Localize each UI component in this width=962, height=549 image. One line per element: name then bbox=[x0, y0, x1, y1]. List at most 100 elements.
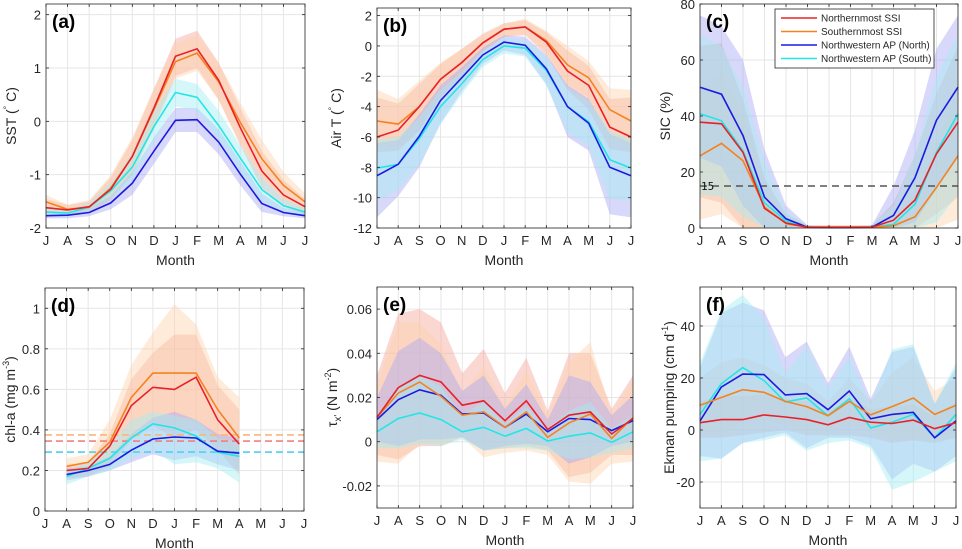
x-tick-label: J bbox=[953, 513, 960, 528]
y-tick-label: -1 bbox=[29, 168, 41, 183]
series-lines bbox=[699, 366, 957, 439]
band-southernmost-ssi bbox=[377, 18, 631, 147]
y-tick-label: 0.2 bbox=[22, 463, 40, 478]
x-tick-label: A bbox=[235, 516, 244, 531]
line-northernmost-ssi bbox=[699, 414, 957, 430]
series-lines bbox=[376, 26, 632, 177]
legend-entry: Northwestern AP (South) bbox=[821, 54, 931, 65]
band-northwestern-ap-north bbox=[377, 337, 633, 464]
x-tick-label: A bbox=[888, 513, 897, 528]
panel-label: (d) bbox=[51, 296, 75, 317]
band-northwestern-ap-north bbox=[46, 108, 305, 219]
x-tick-label: A bbox=[717, 513, 726, 528]
line-northernmost-ssi bbox=[376, 26, 632, 138]
x-tick-label: J bbox=[933, 233, 940, 248]
y-tick-label: 0 bbox=[365, 39, 372, 54]
x-tick-label: S bbox=[415, 513, 424, 528]
grid bbox=[377, 287, 633, 508]
x-axis-label: Month bbox=[485, 252, 524, 268]
x-tick-label: J bbox=[42, 516, 49, 531]
x-tick-label: D bbox=[149, 233, 158, 248]
band-northwestern-ap-north bbox=[700, 15, 958, 228]
x-tick-label: D bbox=[148, 516, 157, 531]
y-tick-label: 2 bbox=[34, 8, 41, 23]
x-tick-label: J bbox=[374, 233, 381, 248]
x-tick-label: O bbox=[759, 513, 769, 528]
x-axis-label: Month bbox=[810, 252, 849, 268]
x-tick-label: M bbox=[541, 233, 552, 248]
line-northwestern-ap-south bbox=[376, 412, 634, 444]
x-tick-label: J bbox=[955, 233, 962, 248]
line-northwestern-ap-north bbox=[376, 41, 632, 177]
y-tick-label: -0.02 bbox=[342, 479, 372, 494]
band-northernmost-ssi bbox=[46, 30, 305, 215]
line-southernmost-ssi bbox=[66, 372, 240, 468]
x-tick-label: J bbox=[697, 233, 704, 248]
legend: Northernmost SSI Southernmost SSI Northwes… bbox=[774, 8, 935, 69]
band-southernmost-ssi bbox=[377, 322, 633, 484]
x-tick-label: O bbox=[106, 233, 116, 248]
y-axis-label: Air T (° C) bbox=[327, 88, 344, 148]
y-tick-label: 0.4 bbox=[22, 423, 40, 438]
x-tick-label: A bbox=[63, 233, 72, 248]
line-southernmost-ssi bbox=[699, 388, 957, 417]
y-tick-label: 2 bbox=[365, 9, 372, 24]
band-northwestern-ap-south bbox=[700, 34, 958, 228]
x-tick-label: J bbox=[628, 233, 635, 248]
x-tick-label: D bbox=[803, 233, 812, 248]
legend-entry: Northernmost SSI bbox=[821, 14, 900, 25]
x-tick-label: N bbox=[128, 233, 137, 248]
y-tick-label: 1 bbox=[34, 61, 41, 76]
x-tick-label: F bbox=[522, 513, 530, 528]
x-tick-label: M bbox=[212, 516, 223, 531]
y-tick-label: -12 bbox=[353, 221, 372, 236]
line-northernmost-ssi bbox=[376, 374, 634, 436]
x-tick-label: F bbox=[521, 233, 529, 248]
x-tick-label: S bbox=[738, 513, 747, 528]
band-northwestern-ap-south bbox=[66, 411, 240, 485]
x-axis-label: Month bbox=[155, 535, 194, 549]
y-tick-label: -20 bbox=[676, 475, 695, 490]
x-tick-label: M bbox=[908, 513, 919, 528]
x-tick-label: J bbox=[301, 516, 308, 531]
y-tick-label: 0 bbox=[34, 114, 41, 129]
x-tick-label: A bbox=[236, 233, 245, 248]
x-tick-label: F bbox=[847, 233, 855, 248]
x-tick-label: M bbox=[213, 233, 224, 248]
y-tick-label: -2 bbox=[360, 69, 372, 84]
x-tick-label: F bbox=[845, 513, 853, 528]
y-axis-label: SST (° C) bbox=[2, 87, 19, 145]
x-tick-label: A bbox=[563, 233, 572, 248]
legend-entry: Northwestern AP (North) bbox=[821, 41, 930, 52]
x-tick-label: S bbox=[739, 233, 748, 248]
band-northernmost-ssi bbox=[700, 393, 956, 443]
x-tick-label: S bbox=[85, 233, 94, 248]
x-tick-label: J bbox=[825, 513, 832, 528]
x-tick-label: D bbox=[802, 513, 811, 528]
uncertainty-bands bbox=[700, 15, 958, 228]
band-southernmost-ssi bbox=[700, 357, 956, 441]
band-northernmost-ssi bbox=[377, 309, 633, 478]
x-tick-label: F bbox=[193, 233, 201, 248]
y-tick-label: 80 bbox=[681, 0, 695, 12]
x-tick-label: M bbox=[910, 233, 921, 248]
y-tick-label: -6 bbox=[360, 130, 372, 145]
y-tick-label: 0.6 bbox=[22, 382, 40, 397]
panel-label: (c) bbox=[706, 12, 729, 33]
x-axis-label: Month bbox=[486, 532, 525, 548]
y-tick-label: -10 bbox=[353, 191, 372, 206]
line-northwestern-ap-south bbox=[376, 45, 632, 169]
y-tick-label: 0.8 bbox=[22, 342, 40, 357]
panel-e: J A S O N D J F M A M J J-0.0200.020.040.06Monthτx' … bbox=[323, 286, 636, 548]
x-tick-label: J bbox=[43, 233, 50, 248]
band-northwestern-ap-south bbox=[700, 294, 956, 490]
x-tick-label: O bbox=[105, 516, 115, 531]
y-tick-label: 1 bbox=[33, 301, 40, 316]
legend-entry: Southernmost SSI bbox=[821, 27, 902, 38]
panel-label: (a) bbox=[52, 12, 75, 33]
y-tick-label: 60 bbox=[681, 53, 695, 68]
x-tick-label: J bbox=[607, 233, 614, 248]
